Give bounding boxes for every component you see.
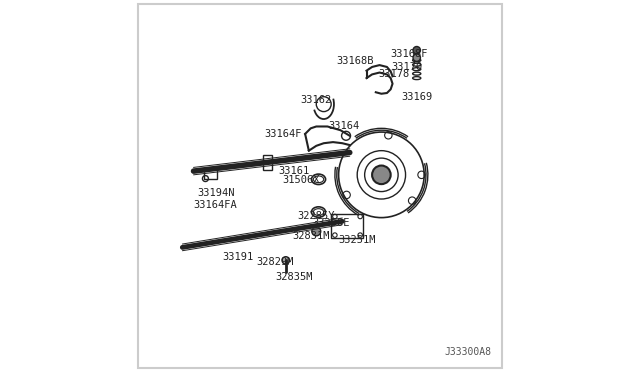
Bar [331,214,363,238]
Circle shape [312,227,321,236]
Text: 33191: 33191 [223,252,254,262]
Text: 33194N: 33194N [197,189,235,198]
Text: 33170: 33170 [392,62,423,72]
Text: 33164FA: 33164FA [193,200,237,209]
Bar [264,155,273,170]
Circle shape [413,46,420,54]
Text: 33161: 33161 [278,166,310,176]
Text: 32831M: 32831M [292,231,330,241]
Text: 33169: 33169 [401,92,433,102]
Text: 33162: 33162 [301,96,332,105]
Text: 32835M: 32835M [275,272,313,282]
Text: 31506X: 31506X [283,176,320,185]
Circle shape [372,166,390,184]
Text: 33178: 33178 [379,70,410,79]
Text: 32285Y: 32285Y [298,211,335,221]
Bar [204,169,217,179]
Text: 33168B: 33168B [337,57,374,66]
Text: 33164: 33164 [328,122,360,131]
Text: 32829M: 32829M [257,257,294,267]
Circle shape [282,257,289,264]
Text: 33168F: 33168F [390,49,428,59]
Circle shape [413,54,420,61]
Text: 33251M: 33251M [339,235,376,245]
Text: 33164F: 33164F [264,129,301,139]
Text: 33250E: 33250E [312,218,350,228]
Text: J33300A8: J33300A8 [444,347,491,357]
